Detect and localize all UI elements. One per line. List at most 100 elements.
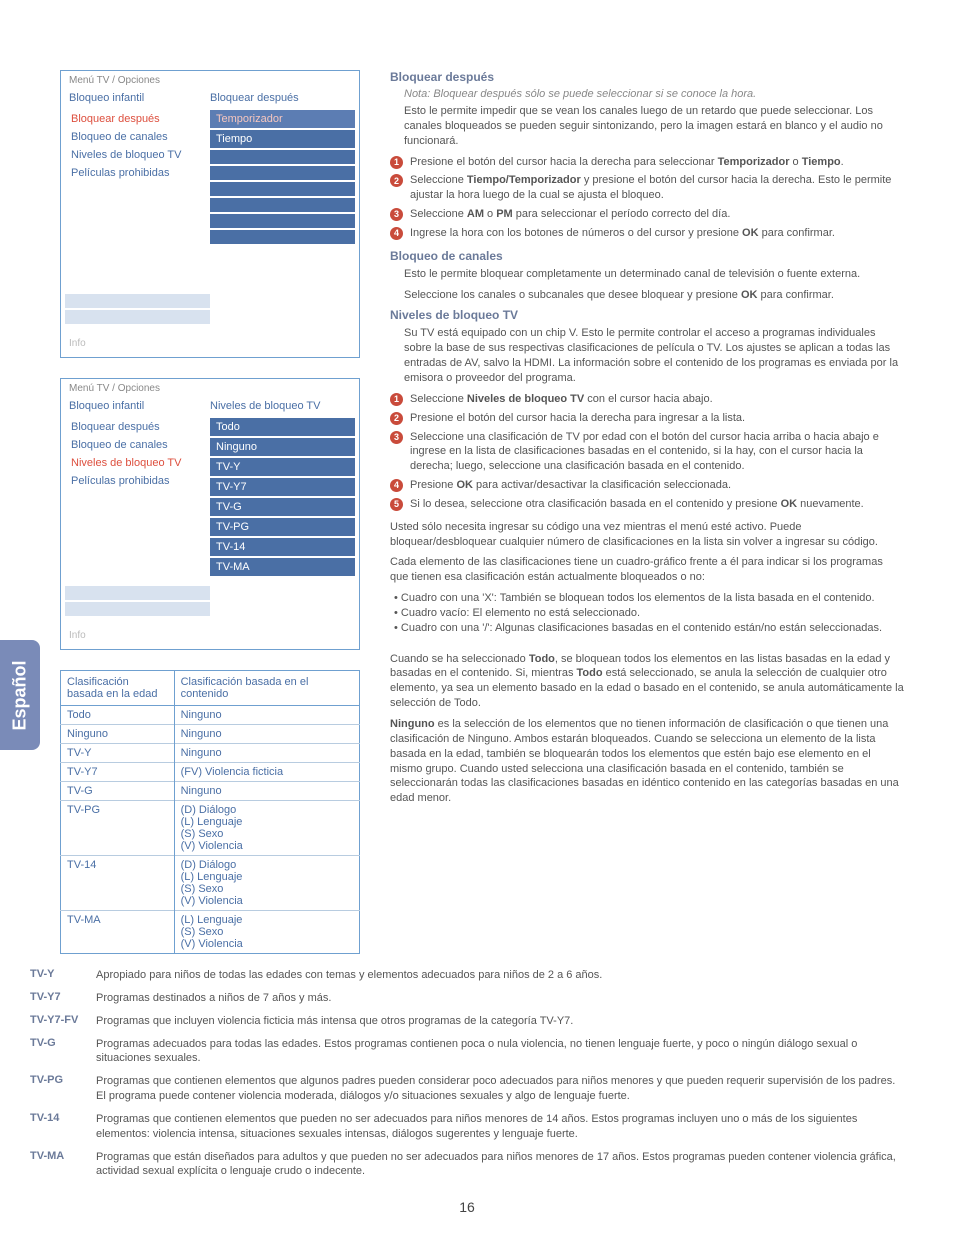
- class-age-cell: TV-G: [61, 782, 175, 801]
- class-head-left: Clasificación basada en la edad: [61, 671, 175, 706]
- bullet-item: • Cuadro con una '/': Algunas clasificac…: [390, 621, 904, 636]
- def-label: TV-MA: [30, 1150, 96, 1180]
- class-content-cell: (L) Lenguaje(S) Sexo(V) Violencia: [174, 911, 359, 954]
- canales-p2: Seleccione los canales o subcanales que …: [404, 288, 904, 303]
- step-item: Ingrese la hora con los botones de númer…: [390, 226, 904, 241]
- class-content-cell: (D) Diálogo(L) Lenguaje(S) Sexo(V) Viole…: [174, 801, 359, 856]
- def-row: TV-Y7Programas destinados a niños de 7 a…: [30, 991, 904, 1006]
- class-content-cell: (D) Diálogo(L) Lenguaje(S) Sexo(V) Viole…: [174, 856, 359, 911]
- table-row: TV-YNinguno: [61, 744, 360, 763]
- sec-niveles-title: Niveles de bloqueo TV: [390, 308, 904, 322]
- sec-canales-title: Bloqueo de canales: [390, 249, 904, 263]
- step-item: Presione el botón del cursor hacia la de…: [390, 155, 904, 170]
- right-column: Bloquear después Nota: Bloquear después …: [390, 70, 904, 954]
- menu1-right-item: Temporizador: [210, 110, 355, 128]
- def-label: TV-Y: [30, 968, 96, 983]
- def-row: TV-MAProgramas que están diseñados para …: [30, 1150, 904, 1180]
- class-content-cell: Ninguno: [174, 725, 359, 744]
- step-item: Seleccione Tiempo/Temporizador y presion…: [390, 173, 904, 203]
- table-row: TodoNinguno: [61, 706, 360, 725]
- menu1-left-item: Películas prohibidas: [65, 164, 206, 182]
- step-item: Seleccione AM o PM para seleccionar el p…: [390, 207, 904, 222]
- def-label: TV-14: [30, 1112, 96, 1142]
- def-text: Programas destinados a niños de 7 años y…: [96, 991, 904, 1006]
- menu2-title-right: Niveles de bloqueo TV: [210, 400, 351, 412]
- class-content-cell: Ninguno: [174, 744, 359, 763]
- def-label: TV-Y7: [30, 991, 96, 1006]
- table-row: TV-MA(L) Lenguaje(S) Sexo(V) Violencia: [61, 911, 360, 954]
- bullet-item: • Cuadro con una 'X': También se bloquea…: [390, 591, 904, 606]
- menu2-right-item: TV-14: [210, 538, 355, 556]
- table-row: NingunoNinguno: [61, 725, 360, 744]
- sec-bloquear-despues-title: Bloquear después: [390, 70, 904, 84]
- def-text: Programas adecuados para todas las edade…: [96, 1037, 904, 1067]
- menu-box-2: Menú TV / Opciones Bloqueo infantil Nive…: [60, 378, 360, 650]
- page-number: 16: [30, 1199, 904, 1215]
- niveles-todo: Cuando se ha seleccionado Todo, se bloqu…: [390, 652, 904, 711]
- menu2-left-item: Niveles de bloqueo TV: [65, 454, 206, 472]
- canales-p1: Esto le permite bloquear completamente u…: [404, 267, 904, 282]
- niveles-bullets: • Cuadro con una 'X': También se bloquea…: [390, 591, 904, 636]
- def-text: Programas que están diseñados para adult…: [96, 1150, 904, 1180]
- menu2-header: Menú TV / Opciones: [61, 379, 359, 398]
- table-row: TV-PG(D) Diálogo(L) Lenguaje(S) Sexo(V) …: [61, 801, 360, 856]
- bloquear-note: Nota: Bloquear después sólo se puede sel…: [404, 88, 904, 100]
- def-label: TV-G: [30, 1037, 96, 1067]
- menu2-right-item: TV-Y7: [210, 478, 355, 496]
- left-column: Menú TV / Opciones Bloqueo infantil Bloq…: [30, 70, 360, 954]
- class-head-right: Clasificación basada en el contenido: [174, 671, 359, 706]
- step-item: Presione OK para activar/desactivar la c…: [390, 478, 904, 493]
- menu1-title-left: Bloqueo infantil: [69, 92, 210, 104]
- class-age-cell: Todo: [61, 706, 175, 725]
- menu1-left-item: Bloqueo de canales: [65, 128, 206, 146]
- class-age-cell: TV-Y: [61, 744, 175, 763]
- language-label: Español: [10, 660, 31, 730]
- menu2-left-item: Bloqueo de canales: [65, 436, 206, 454]
- step-item: Si lo desea, seleccione otra clasificaci…: [390, 497, 904, 512]
- def-row: TV-14Programas que contienen elementos q…: [30, 1112, 904, 1142]
- step-item: Seleccione una clasificación de TV por e…: [390, 430, 904, 475]
- menu2-right-item: TV-PG: [210, 518, 355, 536]
- classification-table: Clasificación basada en la edad Clasific…: [60, 670, 360, 954]
- niveles-ninguno: Ninguno es la selección de los elementos…: [390, 717, 904, 806]
- menu2-left-item: Películas prohibidas: [65, 472, 206, 490]
- def-text: Programas que incluyen violencia fictici…: [96, 1014, 904, 1029]
- def-text: Programas que contienen elementos que pu…: [96, 1112, 904, 1142]
- menu2-footer: Info: [61, 622, 359, 649]
- bullet-item: • Cuadro vacío: El elemento no está sele…: [390, 606, 904, 621]
- class-age-cell: TV-14: [61, 856, 175, 911]
- table-row: TV-GNinguno: [61, 782, 360, 801]
- class-content-cell: Ninguno: [174, 782, 359, 801]
- def-text: Apropiado para niños de todas las edades…: [96, 968, 904, 983]
- menu2-right-item: TV-G: [210, 498, 355, 516]
- def-row: TV-Y7-FVProgramas que incluyen violencia…: [30, 1014, 904, 1029]
- bloquear-intro: Esto le permite impedir que se vean los …: [404, 104, 904, 149]
- class-age-cell: TV-PG: [61, 801, 175, 856]
- menu2-right-item: Todo: [210, 418, 355, 436]
- niveles-after2: Cada elemento de las clasificaciones tie…: [390, 555, 904, 585]
- definitions: TV-YApropiado para niños de todas las ed…: [30, 968, 904, 1179]
- class-age-cell: Ninguno: [61, 725, 175, 744]
- menu1-left-item: Bloquear después: [65, 110, 206, 128]
- class-content-cell: Ninguno: [174, 706, 359, 725]
- menu1-right-item: Tiempo: [210, 130, 355, 148]
- table-row: TV-Y7(FV) Violencia ficticia: [61, 763, 360, 782]
- def-text: Programas que contienen elementos que al…: [96, 1074, 904, 1104]
- menu-box-1: Menú TV / Opciones Bloqueo infantil Bloq…: [60, 70, 360, 358]
- menu2-right-item: Ninguno: [210, 438, 355, 456]
- niveles-intro: Su TV está equipado con un chip V. Esto …: [404, 326, 904, 385]
- def-label: TV-Y7-FV: [30, 1014, 96, 1029]
- menu2-title-left: Bloqueo infantil: [69, 400, 210, 412]
- def-row: TV-PGProgramas que contienen elementos q…: [30, 1074, 904, 1104]
- step-item: Seleccione Niveles de bloqueo TV con el …: [390, 392, 904, 407]
- class-age-cell: TV-Y7: [61, 763, 175, 782]
- table-row: TV-14(D) Diálogo(L) Lenguaje(S) Sexo(V) …: [61, 856, 360, 911]
- language-tab: Español: [0, 640, 40, 750]
- bloquear-steps: Presione el botón del cursor hacia la de…: [390, 155, 904, 241]
- niveles-steps: Seleccione Niveles de bloqueo TV con el …: [390, 392, 904, 512]
- menu2-right-item: TV-MA: [210, 558, 355, 576]
- menu1-footer: Info: [61, 330, 359, 357]
- def-row: TV-YApropiado para niños de todas las ed…: [30, 968, 904, 983]
- menu2-right-item: TV-Y: [210, 458, 355, 476]
- def-label: TV-PG: [30, 1074, 96, 1104]
